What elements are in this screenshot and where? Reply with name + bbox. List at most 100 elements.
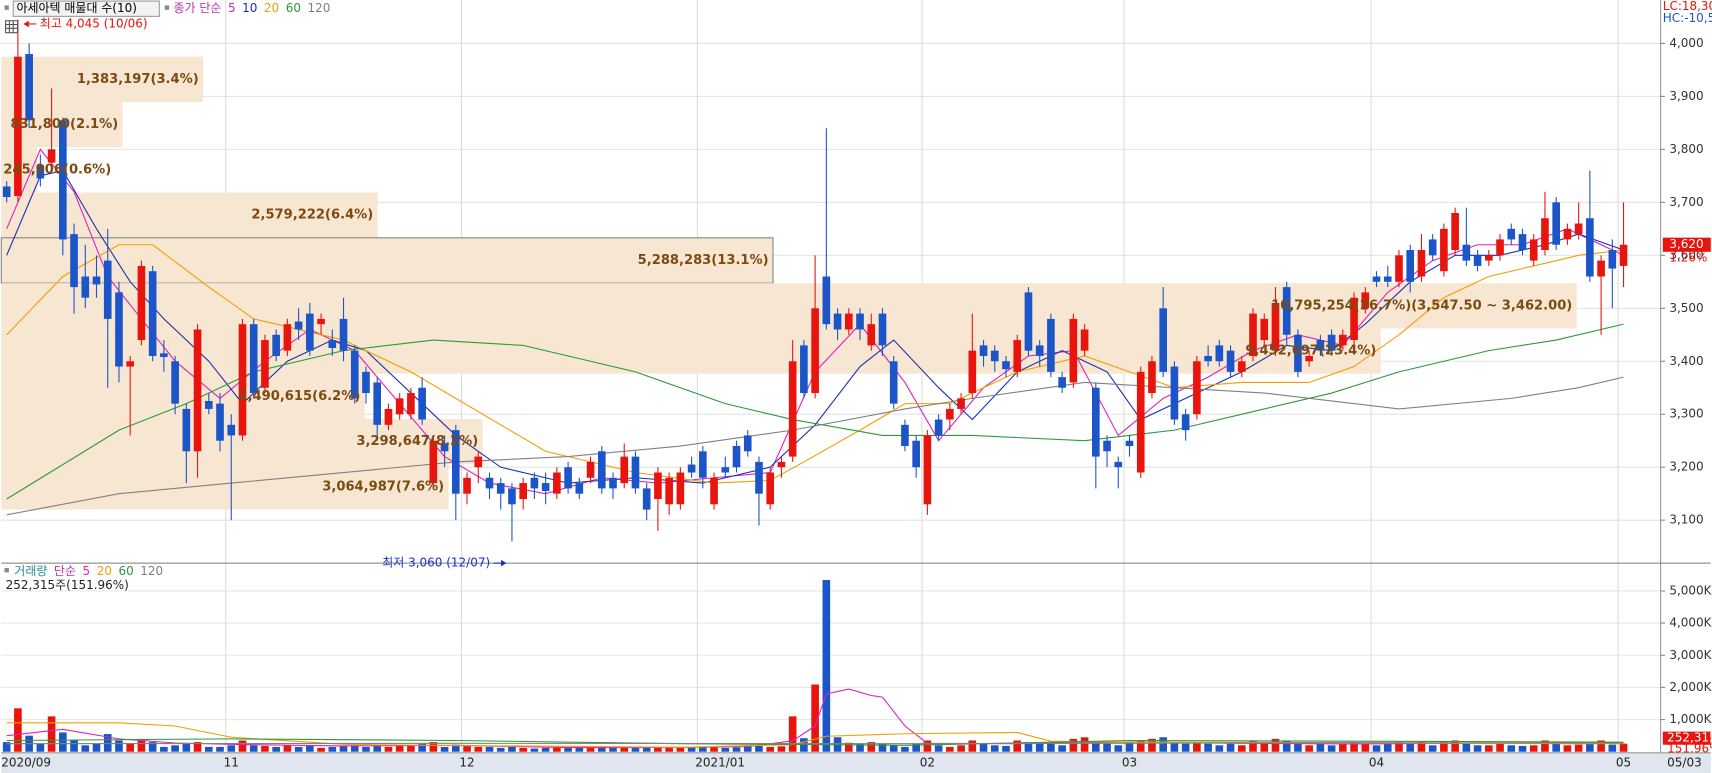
- candle-body: [1305, 355, 1313, 362]
- legend-entry: 5: [83, 564, 91, 578]
- volume-bar: [1035, 743, 1044, 752]
- candle-body: [1496, 239, 1504, 256]
- volume-bar: [878, 743, 887, 752]
- candle-body: [676, 472, 685, 505]
- candle-body: [204, 400, 213, 409]
- volume-bar: [1563, 745, 1572, 752]
- candle-body: [1193, 361, 1201, 415]
- candle-body: [1327, 334, 1336, 351]
- candle-body: [609, 477, 617, 489]
- candle-body: [306, 313, 314, 351]
- volume-bar: [1282, 740, 1291, 752]
- candle-body: [800, 345, 808, 394]
- volume-bar: [81, 745, 90, 752]
- candle-body: [1294, 334, 1302, 372]
- last-change-label: 1.26%: [1669, 250, 1707, 264]
- candle-body: [384, 408, 393, 425]
- candle-body: [597, 451, 606, 489]
- candle-body: [1619, 244, 1628, 266]
- candle-body: [1507, 228, 1516, 240]
- volume-bar: [946, 746, 954, 752]
- volume-bar: [1305, 745, 1313, 752]
- candle-body: [620, 456, 629, 484]
- volume-bar: [1226, 743, 1235, 752]
- volume-bar: [1080, 737, 1089, 752]
- candle-body: [283, 324, 292, 351]
- volume-bar: [137, 738, 146, 752]
- x-tick-label: 2021/01: [695, 756, 745, 770]
- profile-band: [0, 237, 774, 284]
- candle-body: [451, 430, 460, 494]
- volume-bar: [676, 747, 685, 752]
- candle-body: [1282, 287, 1291, 335]
- volume-bar: [777, 746, 786, 752]
- y-tick-label: 1,000K: [1669, 712, 1712, 726]
- volume-bar: [1552, 743, 1560, 752]
- volume-bar: [1574, 744, 1583, 752]
- volume-bars: [2, 580, 1628, 752]
- volume-bar: [687, 747, 696, 752]
- candle-body: [968, 350, 977, 394]
- candle-body: [912, 440, 920, 468]
- candle-body: [979, 345, 988, 356]
- volume-bar: [429, 742, 438, 752]
- grid-icon-lines: [5, 20, 18, 33]
- candle-body: [59, 120, 67, 240]
- volume-bar: [642, 747, 651, 752]
- profile-label: 10,795,254(26.7%)(3,547.50 ~ 3,462.00): [1271, 298, 1572, 313]
- candle-body: [294, 321, 303, 330]
- legend-entry: 120: [140, 564, 163, 578]
- y-tick-label: 5,000K: [1669, 583, 1712, 597]
- candle-body: [373, 382, 382, 425]
- candle-body: [227, 424, 236, 436]
- ma-line: [6, 376, 1624, 516]
- volume-bar: [1451, 740, 1459, 752]
- candle-body: [1069, 318, 1078, 383]
- y-tick-label: 3,500: [1669, 301, 1703, 315]
- volume-bar: [1395, 742, 1403, 752]
- candle-body: [126, 361, 135, 367]
- volume-bar: [699, 746, 707, 752]
- volume-bar: [856, 743, 864, 752]
- candle-body: [1372, 276, 1381, 282]
- volume-bar: [216, 746, 224, 752]
- volume-bar: [1204, 743, 1212, 752]
- volume-bar: [47, 716, 56, 752]
- volume-bar: [283, 745, 292, 752]
- volume-bar: [811, 684, 819, 752]
- candle-body: [844, 313, 853, 330]
- candle-body: [642, 488, 651, 510]
- profile-label: 3,064,987(7.6%): [322, 479, 444, 494]
- x-tick-label: 12: [459, 756, 474, 770]
- volume-bar: [1597, 740, 1605, 752]
- x-axis-strip: [1, 752, 1711, 773]
- y-tick-label: 4,000: [1669, 36, 1703, 50]
- volume-bar: [1125, 742, 1134, 752]
- candle-body: [1114, 461, 1123, 468]
- y-tick-label: 3,200: [1669, 460, 1703, 474]
- volume-bar: [496, 747, 505, 752]
- x-tick-label: 05: [1616, 756, 1631, 770]
- candle-body: [1080, 329, 1089, 351]
- volume-bar: [1316, 743, 1325, 752]
- ma-legend-label: 종가 단순: [173, 1, 221, 15]
- volume-bar: [339, 745, 348, 752]
- volume-bar: [328, 746, 337, 752]
- volume-bar: [665, 746, 673, 752]
- volume-bar: [1294, 743, 1302, 752]
- legend-entry: 20: [97, 564, 112, 578]
- candle-body: [429, 440, 438, 484]
- candle-body: [1552, 202, 1560, 245]
- y-tick-label: 3,400: [1669, 354, 1703, 368]
- candle-body: [856, 313, 864, 330]
- volume-bar: [889, 745, 898, 752]
- candle-body: [901, 424, 909, 447]
- candle-body: [519, 483, 527, 499]
- candle-body: [2, 186, 11, 198]
- volume-bar: [979, 743, 988, 752]
- candle-body: [440, 443, 449, 452]
- candle-body: [1406, 250, 1415, 282]
- candle-body: [407, 393, 415, 415]
- x-tick-label: 11: [224, 756, 239, 770]
